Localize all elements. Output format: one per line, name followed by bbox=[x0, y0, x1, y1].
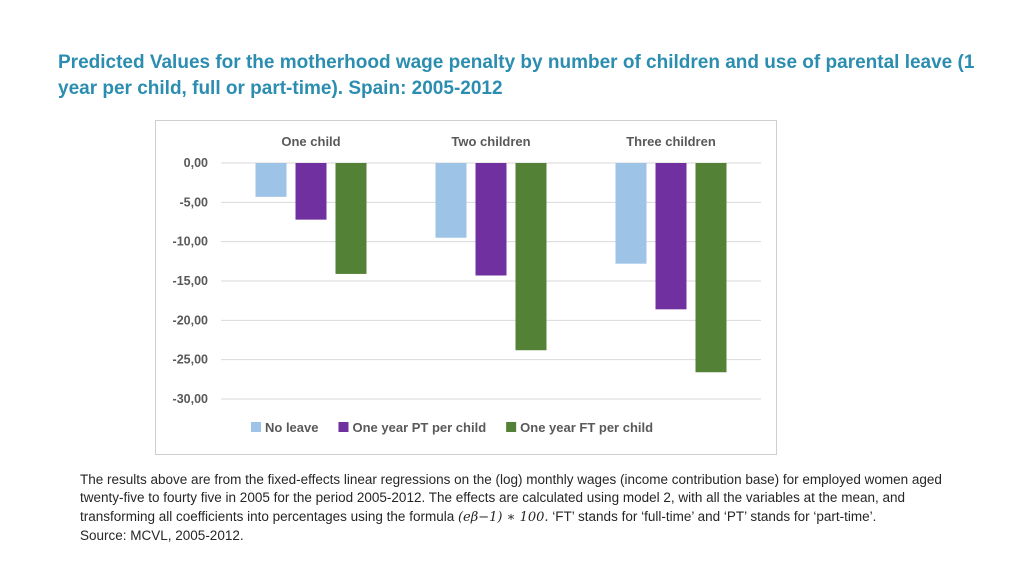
y-tick-label: 0,00 bbox=[184, 156, 208, 170]
legend-swatch bbox=[506, 422, 517, 432]
bar bbox=[515, 163, 547, 351]
footnote-text: The results above are from the fixed-eff… bbox=[80, 472, 942, 524]
formula: (eβ−1) ∗ 100. bbox=[457, 509, 549, 525]
footnote-abbreviations: ‘FT’ stands for ‘full-time’ and ‘PT’ sta… bbox=[552, 508, 877, 524]
footnote: The results above are from the fixed-eff… bbox=[80, 471, 960, 545]
legend-swatch bbox=[338, 422, 349, 432]
legend-label: No leave bbox=[265, 420, 318, 435]
y-tick-label: -15,00 bbox=[173, 274, 208, 288]
chart-title: Predicted Values for the motherhood wage… bbox=[58, 52, 975, 99]
bar-chart: 0,00 -5,00 -10,00 -15,00 -20,00 -25,00 -30,00 O… bbox=[173, 134, 761, 435]
bar bbox=[255, 163, 287, 197]
y-tick-label: -5,00 bbox=[180, 195, 209, 209]
source-note: Source: MCVL, 2005-2012. bbox=[80, 527, 244, 543]
y-tick-label: -30,00 bbox=[173, 392, 208, 406]
legend-label: One year PT per child bbox=[352, 420, 486, 435]
bar bbox=[695, 163, 727, 373]
category-label: One child bbox=[281, 134, 340, 149]
category-label: Two children bbox=[451, 134, 530, 149]
bar bbox=[295, 163, 327, 220]
chart-area: 0,00 -5,00 -10,00 -15,00 -20,00 -25,00 -30,00 O… bbox=[155, 120, 777, 455]
bar bbox=[475, 163, 507, 276]
legend-swatch bbox=[251, 422, 261, 432]
bar bbox=[435, 163, 467, 238]
y-tick-label: -25,00 bbox=[173, 353, 208, 367]
bar bbox=[335, 163, 367, 274]
y-tick-label: -10,00 bbox=[173, 235, 208, 249]
legend-label: One year FT per child bbox=[520, 420, 653, 435]
bar bbox=[615, 163, 647, 264]
bar bbox=[655, 163, 687, 310]
y-tick-label: -20,00 bbox=[173, 313, 208, 327]
category-label: Three children bbox=[626, 134, 716, 149]
